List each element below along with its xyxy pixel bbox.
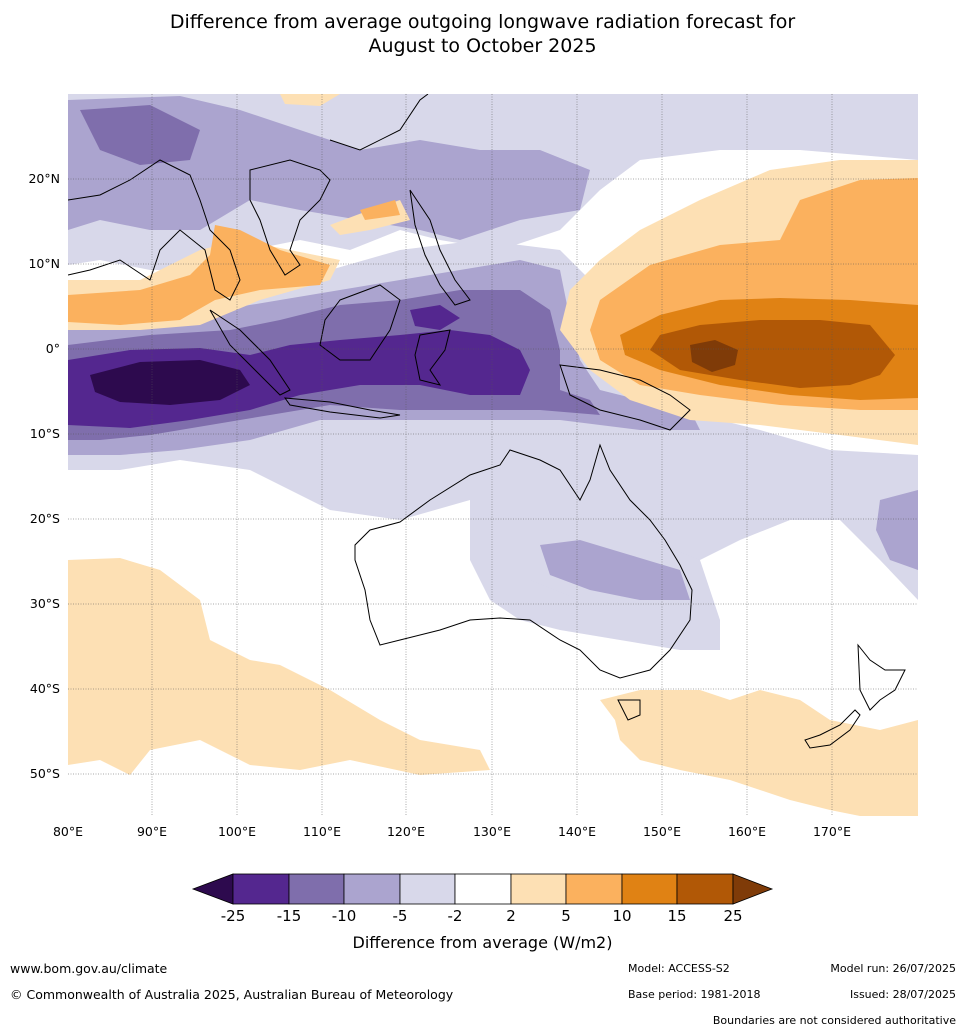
lat-tick-40s: 40°S: [29, 681, 60, 696]
colorbar-bin-neg25-neg15: [232, 873, 290, 905]
colorbar-bin-neg10-neg5: [343, 873, 401, 905]
pos25-region-pacific: [690, 340, 738, 372]
lon-tick-120e: 120°E: [386, 824, 425, 839]
footer-copyright: © Commonwealth of Australia 2025, Austra…: [10, 987, 454, 1002]
colorbar: [191, 873, 774, 905]
pos2-region-topleft: [280, 94, 340, 106]
new-guinea-coastline: [559, 364, 691, 431]
footer-url[interactable]: www.bom.gov.au/climate: [10, 961, 168, 976]
lon-tick-140e: 140°E: [557, 824, 596, 839]
pos5-region-indian: [68, 225, 330, 325]
colorbar-tick-5: 5: [561, 907, 571, 925]
lon-tick-130e: 130°E: [472, 824, 511, 839]
colorbar-extend-high: [732, 873, 774, 905]
footer-base-period: Base period: 1981-2018: [628, 988, 761, 1001]
colorbar-tick-neg15: -15: [276, 907, 302, 925]
graticule: [68, 94, 918, 816]
colorbar-tick-neg5: -5: [392, 907, 408, 925]
neg5-region-aus: [540, 540, 690, 600]
colorbar-bin-5-10: [565, 873, 623, 905]
lon-tick-110e: 110°E: [302, 824, 341, 839]
colorbar-tick-25: 25: [723, 907, 743, 925]
nz-south-coastline: [804, 709, 861, 749]
colorbar-bin-2-5: [510, 873, 567, 905]
lon-tick-150e: 150°E: [642, 824, 681, 839]
colorbar-tick-15: 15: [667, 907, 687, 925]
tasmania-coastline: [617, 699, 641, 721]
lon-tick-80e: 80°E: [52, 824, 84, 839]
colorbar-bin-neg2-2: [454, 873, 512, 905]
sumatra-coastline: [209, 309, 291, 396]
colorbar-bin-neg5-neg2: [399, 873, 456, 905]
pos5-region-scs: [360, 200, 400, 220]
colorbar-tick-neg2: -2: [447, 907, 463, 925]
asia-coastline: [68, 94, 429, 301]
colorbar-extend-low: [191, 873, 234, 905]
java-coastline: [283, 397, 401, 419]
lat-tick-20s: 20°S: [29, 511, 60, 526]
map-title: Difference from average outgoing longwav…: [0, 10, 965, 58]
colorbar-tick-neg10: -10: [331, 907, 357, 925]
philippines-coastline: [409, 189, 471, 306]
title-line-2: August to October 2025: [368, 35, 597, 57]
pos2-region-southwest: [68, 558, 490, 775]
colorbar-bin-15-25: [676, 873, 734, 905]
lat-tick-50s: 50°S: [29, 766, 60, 781]
lat-tick-0: 0°: [45, 341, 60, 356]
nz-north-coastline: [857, 643, 906, 711]
neg15-region-celebes: [410, 305, 460, 330]
colorbar-tick-10: 10: [612, 907, 632, 925]
australia-coastline: [354, 443, 693, 679]
colorbar-tick-neg25: -25: [220, 907, 246, 925]
sulawesi-coastline: [414, 329, 451, 386]
neg10-region-north: [80, 105, 200, 165]
title-line-1: Difference from average outgoing longwav…: [169, 11, 796, 33]
neg25-region-indian: [90, 360, 250, 405]
colorbar-label: Difference from average (W/m2): [352, 933, 613, 952]
borneo-coastline: [319, 284, 401, 361]
coastlines: [68, 94, 906, 749]
lat-tick-20n: 20°N: [28, 171, 60, 186]
pos2-region-southeast: [600, 690, 918, 816]
lat-tick-10s: 10°S: [29, 426, 60, 441]
footer-disclaimer: Boundaries are not considered authoritat…: [712, 1014, 956, 1027]
footer-model: Model: ACCESS-S2: [628, 962, 730, 975]
footer-issued: Issued: 28/07/2025: [849, 988, 956, 1001]
colorbar-tick-2: 2: [506, 907, 516, 925]
lat-tick-10n: 10°N: [28, 256, 60, 271]
colorbar-bin-neg15-neg10: [288, 873, 345, 905]
lon-tick-160e: 160°E: [727, 824, 766, 839]
lon-tick-90e: 90°E: [136, 824, 168, 839]
lat-tick-30s: 30°S: [29, 596, 60, 611]
anomaly-field: [68, 94, 918, 816]
lon-tick-100e: 100°E: [217, 824, 256, 839]
neg5-region-east: [876, 490, 918, 570]
footer-model-run: Model run: 26/07/2025: [830, 962, 956, 975]
colorbar-bin-10-15: [621, 873, 678, 905]
lon-tick-170e: 170°E: [812, 824, 851, 839]
